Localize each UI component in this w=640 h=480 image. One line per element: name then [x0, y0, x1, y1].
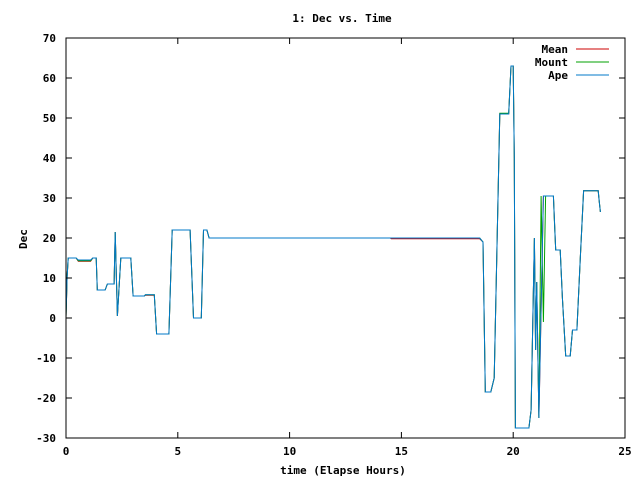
y-tick-label: 60 — [43, 72, 56, 85]
x-tick-label: 20 — [507, 445, 520, 458]
y-tick-label: 30 — [43, 192, 56, 205]
y-tick-label: -10 — [36, 352, 56, 365]
legend-label: Mean — [542, 43, 569, 56]
series-line-ape — [65, 65, 601, 429]
x-tick-label: 25 — [618, 445, 631, 458]
x-tick-label: 0 — [63, 445, 70, 458]
series-line-mount — [65, 65, 601, 429]
legend-label: Ape — [548, 69, 568, 82]
y-tick-label: 70 — [43, 32, 56, 45]
y-tick-label: 50 — [43, 112, 56, 125]
x-tick-label: 15 — [395, 445, 408, 458]
y-axis-label: Dec — [17, 229, 30, 249]
x-tick-label: 10 — [283, 445, 296, 458]
ticks-layer: -30 -20 -10 0 10 20 30 40 50 60 70 0 5 10 15 20 25 — [36, 32, 632, 458]
x-axis-label: time (Elapse Hours) — [280, 464, 406, 477]
y-tick-label: 10 — [43, 272, 56, 285]
chart-title: 1: Dec vs. Time — [292, 12, 392, 25]
y-tick-label: -30 — [36, 432, 56, 445]
series-line-mean — [65, 65, 601, 429]
legend-label: Mount — [535, 56, 568, 69]
y-tick-label: 20 — [43, 232, 56, 245]
y-tick-label: 0 — [49, 312, 56, 325]
x-tick-label: 5 — [174, 445, 181, 458]
plot-area: -30 -20 -10 0 10 20 30 40 50 60 70 0 5 10 15 20 25 — [36, 32, 632, 458]
series-layer — [65, 65, 601, 429]
y-tick-label: 40 — [43, 152, 56, 165]
y-tick-label: -20 — [36, 392, 56, 405]
plot-frame — [65, 37, 626, 439]
